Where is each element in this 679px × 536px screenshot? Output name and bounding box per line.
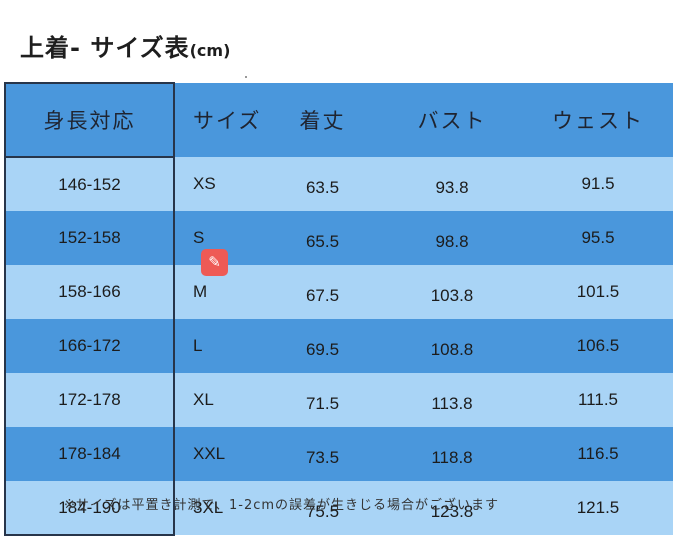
header-height: 身長対応	[4, 82, 175, 158]
length-cell: 73.5	[264, 427, 381, 481]
bust-cell: 93.8	[381, 157, 523, 211]
waist-cell: 116.5	[523, 427, 673, 481]
size-cell: L	[174, 319, 264, 373]
size-table: 身長対応 サイズ 着丈 バスト ウェスト 146-152 XS 63.5 93.…	[4, 82, 674, 536]
table-row: 166-172 L 69.5 108.8 106.5	[4, 319, 673, 373]
bust-cell: 108.8	[381, 319, 523, 373]
table-row: 146-152 XS 63.5 93.8 91.5	[4, 157, 673, 211]
waist-cell: 121.5	[523, 481, 673, 535]
table-row: 158-166 M 67.5 103.8 101.5	[4, 265, 673, 319]
length-cell: 63.5	[264, 157, 381, 211]
height-cell: 146-152	[4, 157, 175, 211]
header-waist: ウェスト	[523, 83, 673, 157]
title-unit: (cm)	[189, 41, 231, 60]
bust-cell: 123.8	[381, 481, 523, 535]
header-size: サイズ	[174, 83, 264, 157]
footnote: ※サイズは平置き計測で、1-2cmの誤差が生きじる場合がございます	[64, 498, 500, 513]
table-row: 184-190 3XL 75.5 123.8 121.5	[4, 481, 673, 536]
size-cell: XL	[174, 373, 264, 427]
bust-cell: 113.8	[381, 373, 523, 427]
height-cell: 166-172	[4, 319, 175, 373]
bust-cell: 98.8	[381, 211, 523, 265]
waist-cell: 106.5	[523, 319, 673, 373]
header-length: 着丈	[264, 83, 381, 157]
decorative-dot	[245, 76, 247, 78]
waist-cell: 111.5	[523, 373, 673, 427]
size-cell: XXL	[174, 427, 264, 481]
header-bust: バスト	[381, 83, 523, 157]
header-row: 身長対応 サイズ 着丈 バスト ウェスト	[4, 82, 673, 158]
title-text: 上着- サイズ表	[20, 34, 190, 62]
length-cell: 69.5	[264, 319, 381, 373]
table-row: 152-158 S 65.5 98.8 95.5	[4, 211, 673, 265]
waist-cell: 91.5	[523, 157, 673, 211]
height-cell: 184-190	[4, 481, 175, 536]
bust-cell: 118.8	[381, 427, 523, 481]
size-cell: 3XL	[174, 481, 264, 535]
length-cell: 65.5	[264, 211, 381, 265]
table-row: 172-178 XL 71.5 113.8 111.5	[4, 373, 673, 427]
height-cell: 152-158	[4, 211, 175, 265]
height-cell: 158-166	[4, 265, 175, 319]
height-cell: 178-184	[4, 427, 175, 481]
length-cell: 67.5	[264, 265, 381, 319]
table-row: 178-184 XXL 73.5 118.8 116.5	[4, 427, 673, 481]
waist-cell: 95.5	[523, 211, 673, 265]
page-title: 上着- サイズ表(cm)	[20, 28, 230, 63]
size-cell: XS	[174, 157, 264, 211]
length-cell: 75.5	[264, 481, 381, 535]
waist-cell: 101.5	[523, 265, 673, 319]
height-cell: 172-178	[4, 373, 175, 427]
edit-sparkle-icon[interactable]: ✎	[201, 249, 228, 276]
bust-cell: 103.8	[381, 265, 523, 319]
length-cell: 71.5	[264, 373, 381, 427]
